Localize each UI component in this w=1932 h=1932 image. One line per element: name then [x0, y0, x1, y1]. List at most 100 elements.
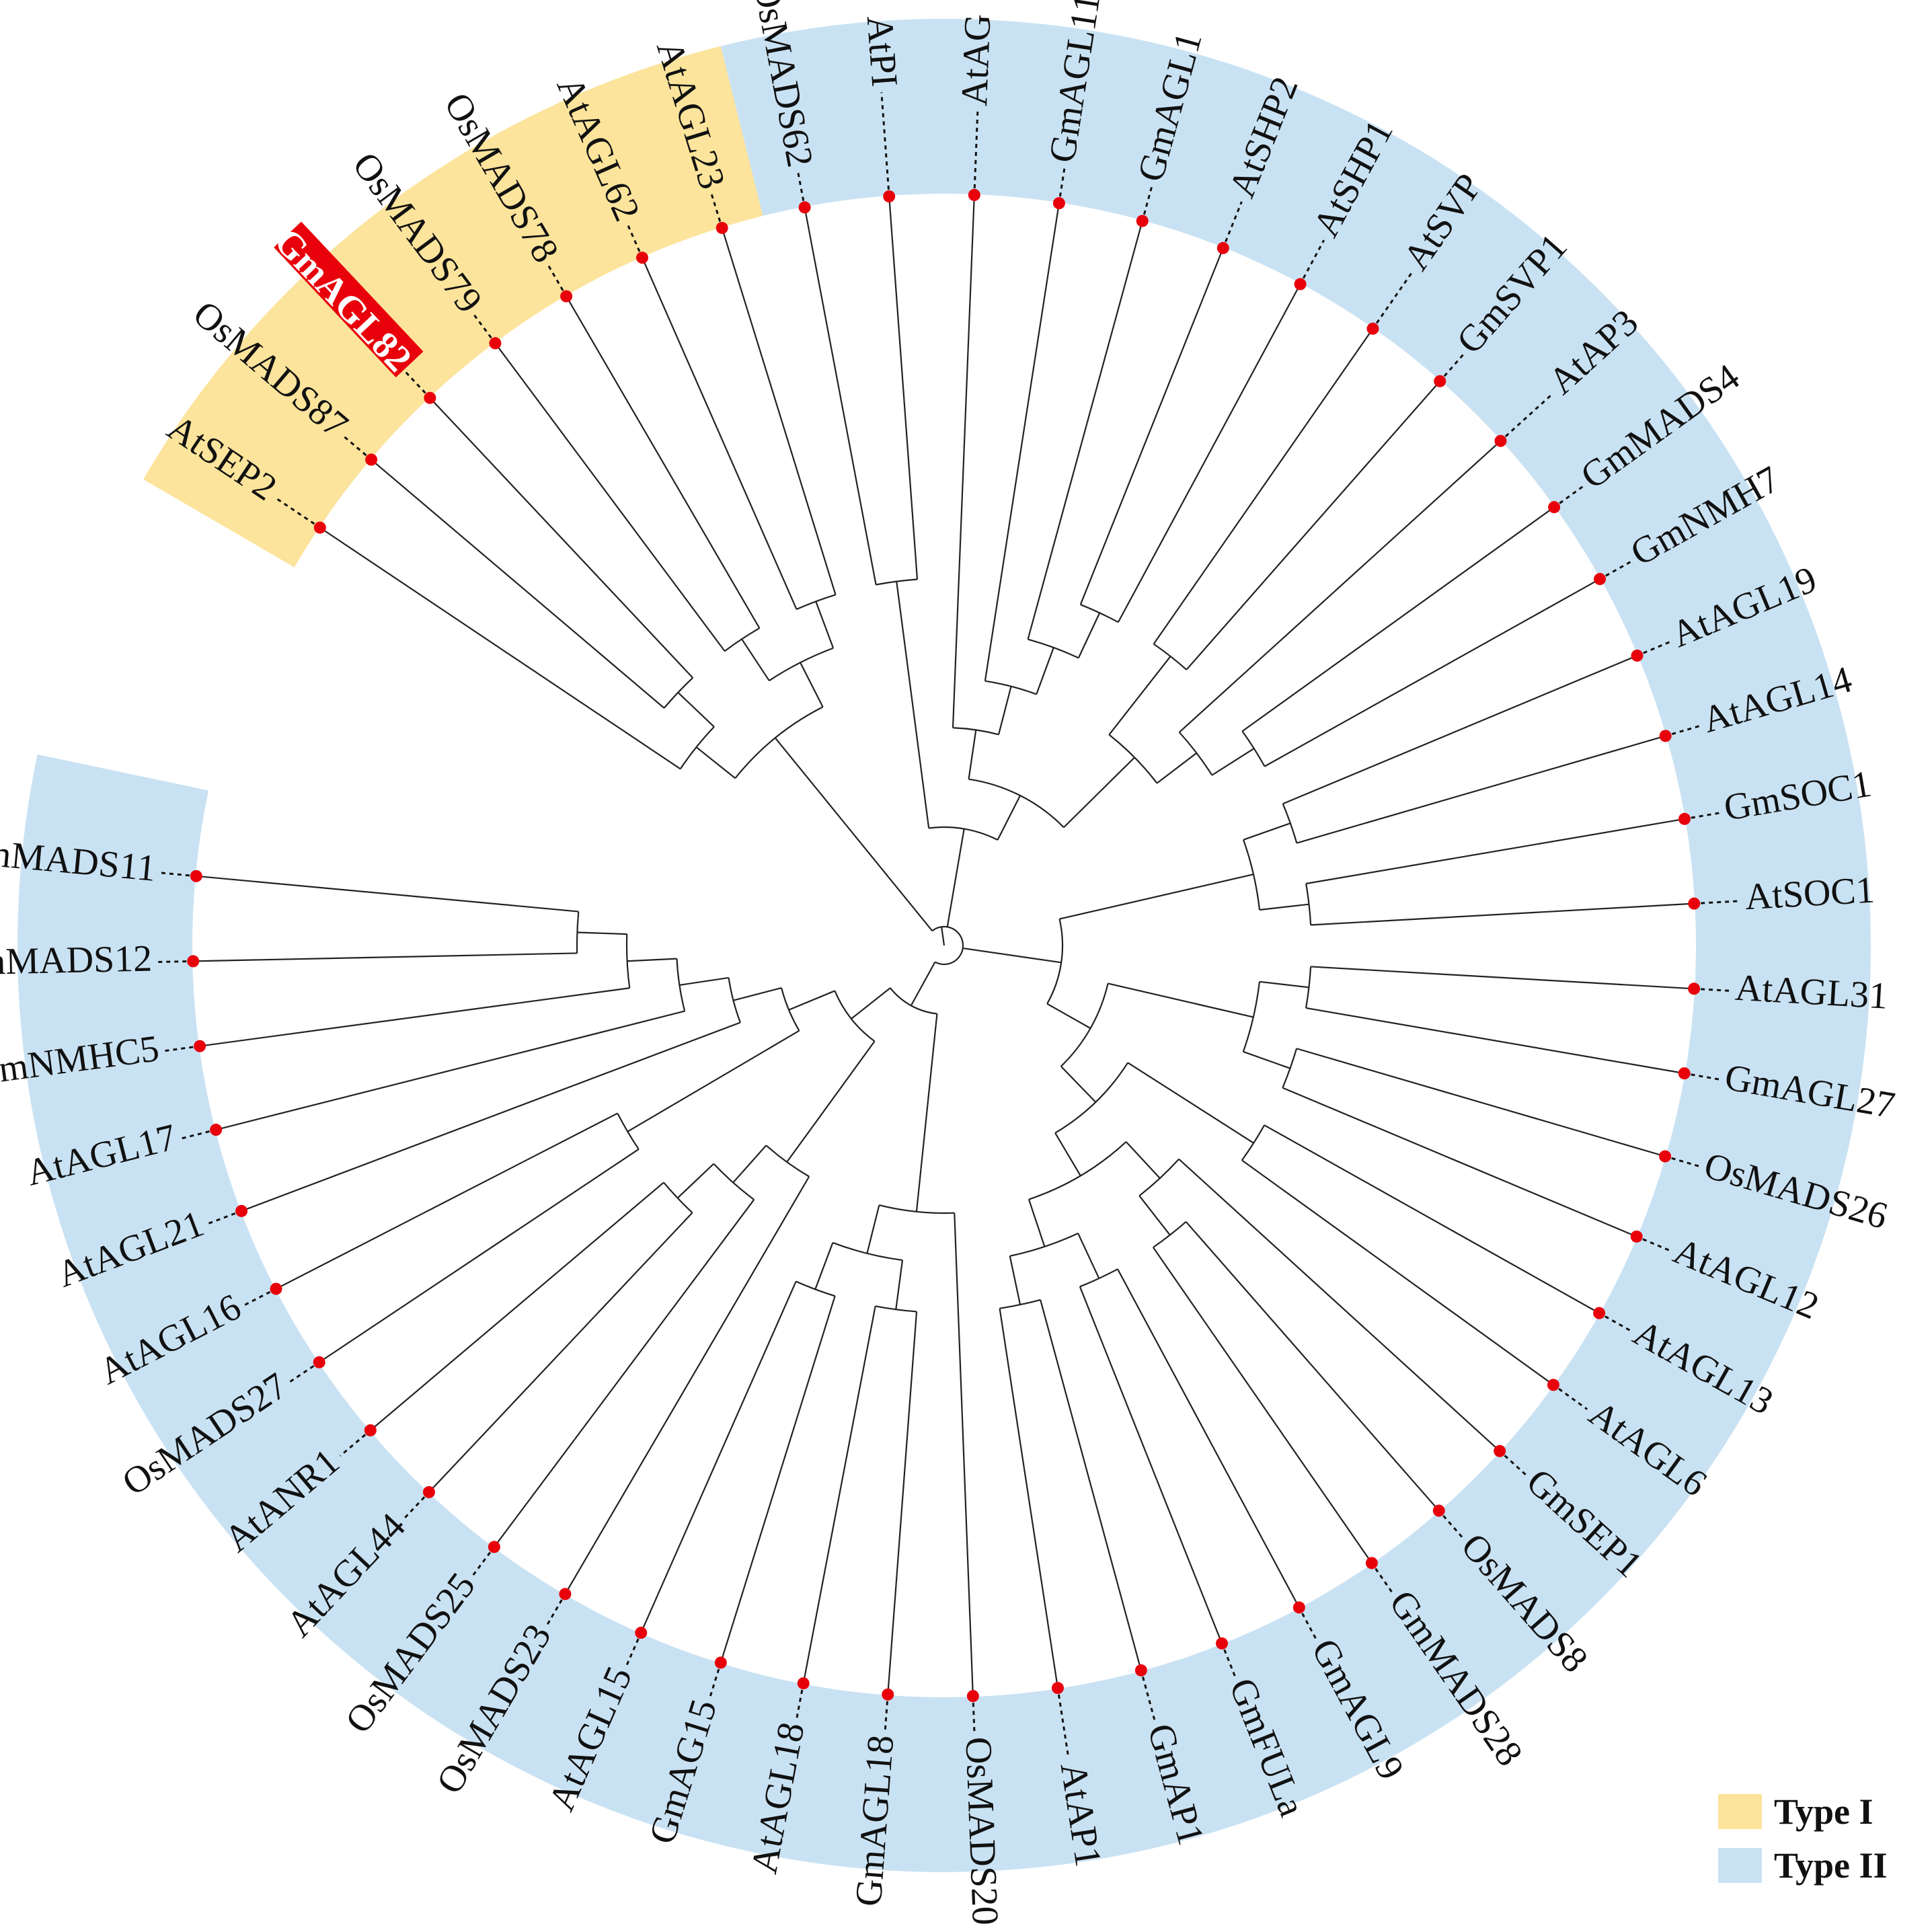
branch-segment [1185, 1221, 1440, 1512]
branch-arc [576, 911, 580, 954]
branch-segment [895, 1260, 904, 1310]
branch-segment [566, 296, 761, 629]
branch-arc [1060, 983, 1109, 1067]
leaf-gmmads12: GmMADS12 [0, 938, 153, 984]
branch-arc [796, 1280, 835, 1297]
branch-arc [765, 1145, 810, 1177]
branch-segment [319, 1149, 640, 1363]
branch-segment [1060, 1065, 1097, 1103]
branch-arc [952, 727, 999, 736]
branch-segment [1063, 757, 1135, 828]
leaf-label: AtSOC1 [1744, 870, 1876, 919]
branch-segment [1009, 1255, 1021, 1305]
tip-dot [422, 1485, 435, 1498]
branch-segment [946, 828, 965, 927]
tip-dot [1688, 982, 1701, 995]
tip-dot [883, 190, 896, 202]
branch-arc [890, 987, 937, 1015]
branch-segment [814, 1242, 834, 1290]
tip-dot [365, 453, 378, 466]
branch-arc [1242, 981, 1261, 1052]
legend-swatch-type-i [1718, 1794, 1762, 1829]
branch-segment [984, 202, 1060, 681]
tip-dot [1547, 1379, 1559, 1391]
branch-arc [984, 680, 1037, 695]
leader-line [1057, 1694, 1070, 1759]
branch-segment [1054, 1132, 1081, 1177]
branch-segment [1264, 578, 1600, 767]
tip-dot [1434, 375, 1446, 387]
branch-segment [1186, 381, 1441, 670]
branch-segment [732, 1145, 767, 1184]
tip-dot [270, 1282, 282, 1295]
branch-segment [494, 1199, 755, 1548]
branch-arc [1028, 1141, 1127, 1200]
branch-arc [1028, 638, 1079, 659]
branch-segment [1040, 1299, 1142, 1671]
branch-segment [721, 227, 837, 595]
branch-segment [241, 1021, 741, 1212]
tip-dot [1631, 649, 1644, 662]
tip-dot [1216, 1637, 1229, 1650]
branch-arc [1009, 1232, 1079, 1257]
tip-dot [1292, 1601, 1305, 1614]
tree-branches [193, 194, 1695, 1697]
tip-dot [716, 221, 728, 234]
tip-dot [210, 1124, 223, 1136]
leader-line [1302, 239, 1325, 279]
leaf-label: AtPI [859, 14, 906, 88]
branch-segment [866, 1204, 880, 1254]
branch-segment [193, 952, 578, 962]
tip-dot [559, 1588, 572, 1600]
branch-segment [1305, 1007, 1685, 1075]
branch-segment [1028, 1199, 1046, 1247]
branch-arc [724, 627, 760, 652]
branch-arc [1241, 730, 1266, 767]
branch-arc [832, 1241, 903, 1262]
tip-dot [1052, 197, 1065, 210]
branch-segment [1243, 1050, 1290, 1069]
tip-dot [798, 201, 811, 214]
branch-arc [679, 726, 715, 770]
branch-arc [781, 987, 800, 1032]
branch-segment [851, 987, 891, 1019]
branch-segment [896, 581, 930, 828]
leaf-atag: AtAG [954, 13, 999, 107]
branch-segment [642, 257, 798, 610]
branch-segment [677, 1163, 715, 1199]
branch-segment [774, 737, 933, 931]
branch-segment [1282, 654, 1637, 805]
leaf-atsoc1: AtSOC1 [1744, 870, 1876, 919]
branch-segment [1243, 822, 1291, 841]
type-i-band [143, 46, 763, 568]
tip-dot [882, 1688, 894, 1701]
branch-segment [1077, 1233, 1100, 1279]
branch-arc [1241, 1124, 1266, 1161]
branch-segment [800, 662, 824, 707]
branch-segment [679, 976, 729, 987]
tip-dot [966, 1690, 979, 1703]
legend-label-type-i: Type I [1774, 1791, 1873, 1832]
branch-segment [915, 1013, 938, 1212]
tip-dot [1494, 434, 1507, 447]
branch-segment [1153, 328, 1374, 645]
branch-segment [1079, 1286, 1223, 1644]
branch-segment [1264, 1124, 1600, 1314]
leaf-label: AtAG [954, 13, 999, 107]
tip-dot [968, 188, 980, 201]
branch-segment [954, 1212, 974, 1697]
branch-segment [968, 730, 977, 779]
tip-dot [1366, 322, 1379, 335]
branch-segment [720, 1295, 836, 1663]
branch-segment [196, 875, 579, 913]
branch-segment [215, 1010, 685, 1131]
tip-dot [488, 1541, 500, 1553]
tip-dot [714, 1656, 727, 1669]
tip-dot [190, 870, 202, 882]
tip-dot [1051, 1682, 1064, 1695]
branch-arc [1138, 1158, 1180, 1197]
branch-segment [1311, 902, 1695, 926]
leader-line [1225, 201, 1243, 243]
branch-segment [1211, 748, 1255, 776]
